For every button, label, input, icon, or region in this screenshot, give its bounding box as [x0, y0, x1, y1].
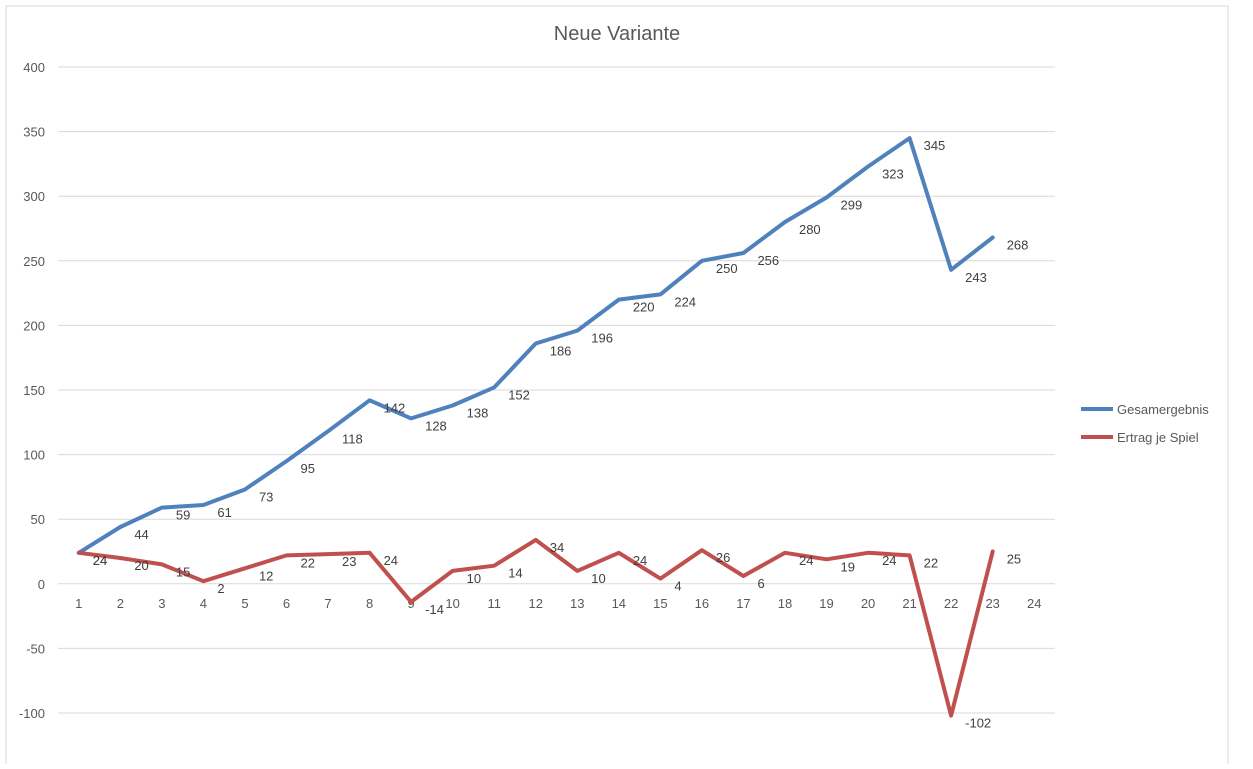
data-label: 345: [924, 138, 946, 153]
x-tick-label: 7: [324, 596, 331, 611]
x-tick-label: 18: [778, 596, 792, 611]
data-label: 24: [384, 553, 398, 568]
x-tick-label: 10: [445, 596, 459, 611]
y-tick-label: 50: [31, 512, 45, 527]
data-label: 12: [259, 568, 273, 583]
data-label: 2: [217, 581, 224, 596]
data-label: 24: [799, 553, 813, 568]
data-label: 6: [757, 576, 764, 591]
data-label: 256: [757, 253, 779, 268]
y-tick-label: 0: [38, 577, 45, 592]
x-tick-label: 17: [736, 596, 750, 611]
x-tick-label: 19: [819, 596, 833, 611]
chart-border[interactable]: [5, 5, 1229, 769]
y-tick-label: 300: [23, 189, 45, 204]
data-label: 24: [882, 553, 896, 568]
series-line-gesamergebnis: [76, 136, 995, 555]
data-label: 14: [508, 566, 522, 581]
x-tick-label: 6: [283, 596, 290, 611]
data-label: 10: [467, 571, 481, 586]
data-label: 10: [591, 571, 605, 586]
x-tick-label: 3: [158, 596, 165, 611]
data-label: 95: [300, 461, 314, 476]
x-tick-label: 5: [241, 596, 248, 611]
data-label: 23: [342, 554, 356, 569]
x-tick-label: 1: [75, 596, 82, 611]
data-label: 24: [633, 553, 647, 568]
legend: Gesamergebnis Ertrag je Spiel: [1081, 402, 1209, 445]
data-label: 4: [674, 579, 681, 594]
data-label: 19: [841, 559, 855, 574]
y-tick-label: 150: [23, 383, 45, 398]
data-label: 118: [342, 431, 363, 446]
data-label: -102: [965, 716, 991, 731]
y-tick-label: 200: [23, 318, 45, 333]
data-label: 220: [633, 300, 655, 315]
x-tick-label: 2: [117, 596, 124, 611]
data-label: 323: [882, 166, 904, 181]
data-label: 186: [550, 343, 572, 358]
data-label: 26: [716, 550, 730, 565]
y-tick-label: 400: [23, 60, 45, 75]
x-tick-label: 13: [570, 596, 584, 611]
data-label: 299: [841, 197, 863, 212]
data-label: 24: [93, 553, 107, 568]
x-tick-label: 15: [653, 596, 667, 611]
data-label: 268: [1007, 238, 1029, 253]
data-label: 128: [425, 418, 447, 433]
legend-label: Ertrag je Spiel: [1117, 430, 1199, 445]
data-label: 142: [384, 400, 406, 415]
y-tick-label: -100: [19, 706, 45, 721]
data-label: 22: [300, 555, 314, 570]
data-label: 152: [508, 387, 530, 402]
data-label: 243: [965, 270, 987, 285]
x-tick-label: 4: [200, 596, 207, 611]
data-label: 138: [467, 406, 489, 421]
x-tick-label: 8: [366, 596, 373, 611]
x-tick-label: 22: [944, 596, 958, 611]
y-tick-label: 250: [23, 254, 45, 269]
x-tick-label: 11: [487, 596, 501, 611]
data-label: 224: [674, 294, 696, 309]
data-label: 15: [176, 564, 190, 579]
data-label: 280: [799, 222, 821, 237]
data-label: 250: [716, 261, 738, 276]
data-label: 22: [924, 555, 938, 570]
data-label: 25: [1007, 552, 1021, 567]
data-label: 44: [134, 527, 148, 542]
y-tick-label: -50: [26, 641, 45, 656]
data-label: 20: [134, 558, 148, 573]
x-tick-label: 14: [612, 596, 626, 611]
data-label: 24: [93, 553, 107, 568]
x-tick-label: 20: [861, 596, 875, 611]
data-label: 196: [591, 331, 613, 346]
chart-title: Neue Variante: [554, 23, 680, 45]
y-tick-label: 100: [23, 448, 45, 463]
x-tick-label: 24: [1027, 596, 1041, 611]
series-line-ertrag-je-spiel: [76, 537, 995, 718]
data-label: 59: [176, 508, 190, 523]
data-label: 34: [550, 540, 564, 555]
data-label: 73: [259, 489, 273, 504]
x-tick-label: 16: [695, 596, 709, 611]
legend-label: Gesamergebnis: [1117, 402, 1209, 417]
y-tick-label: 350: [23, 125, 45, 140]
data-label: -14: [425, 602, 444, 617]
x-tick-label: 12: [528, 596, 542, 611]
x-tick-label: 21: [902, 596, 916, 611]
data-label: 61: [217, 505, 231, 520]
x-tick-label: 23: [985, 596, 999, 611]
